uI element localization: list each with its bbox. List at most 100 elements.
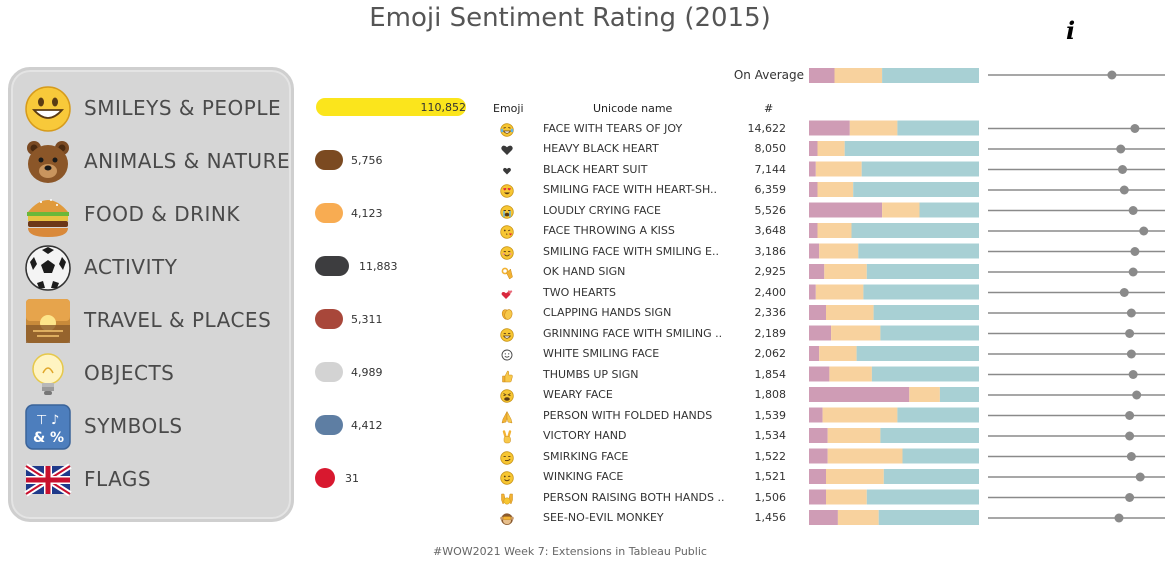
row-positive-segment: [880, 325, 979, 341]
row-positive-segment: [858, 243, 979, 259]
row-positive-segment: [883, 469, 979, 484]
count-bubble[interactable]: [315, 256, 349, 276]
row-positive-segment: [880, 428, 979, 443]
row-score-dot[interactable]: [1132, 390, 1142, 400]
row-negative-segment: [809, 202, 883, 218]
average-positive-segment: [882, 68, 979, 83]
emoji-count: 1,808: [754, 388, 787, 401]
table-row[interactable]: SMILING FACE WITH SMILING E.. 3,186: [488, 242, 1167, 262]
average-score-dot[interactable]: [1107, 70, 1117, 80]
row-score-dot[interactable]: [1125, 431, 1135, 441]
category-smileys-people[interactable]: SMILEYS & PEOPLE: [21, 84, 286, 134]
unicode-name: THUMBS UP SIGN: [543, 367, 639, 381]
row-score-dot[interactable]: [1126, 308, 1136, 318]
row-negative-segment: [809, 284, 816, 300]
row-score-dot[interactable]: [1135, 472, 1145, 482]
row-score-dot[interactable]: [1125, 411, 1135, 420]
table-row[interactable]: VICTORY HAND 1,534: [488, 426, 1167, 446]
category-activity[interactable]: ACTIVITY: [21, 243, 286, 293]
row-score-dot[interactable]: [1130, 247, 1140, 256]
black-heart-suit-icon: [500, 163, 514, 177]
table-row[interactable]: SMILING FACE WITH HEART-SH.. 6,359: [488, 180, 1167, 200]
emoji-count: 1,521: [754, 470, 787, 483]
winking-face-icon: [500, 470, 514, 485]
table-row[interactable]: FACE WITH TEARS OF JOY 14,622: [488, 119, 1167, 139]
emoji-count: 2,062: [754, 347, 787, 360]
emoji-count: 1,522: [754, 449, 787, 463]
svg-text:&: &: [33, 430, 45, 446]
table-row[interactable]: PERSON RAISING BOTH HANDS .. 1,506: [488, 488, 1167, 508]
row-score-dot[interactable]: [1125, 493, 1135, 502]
count-bubble[interactable]: [315, 309, 343, 329]
row-neutral-segment: [819, 243, 859, 259]
row-score-dot[interactable]: [1128, 206, 1138, 215]
unicode-name: FACE WITH TEARS OF JOY: [543, 121, 683, 135]
count-bar-label: 110,852: [421, 101, 467, 114]
count-bubble-label: 4,123: [351, 207, 383, 220]
table-row[interactable]: WHITE SMILING FACE 2,062: [488, 344, 1167, 364]
row-neutral-segment: [824, 264, 867, 279]
table-row[interactable]: WINKING FACE 1,521: [488, 467, 1167, 487]
category-animals-nature[interactable]: ANIMALS & NATURE: [21, 137, 290, 187]
table-row[interactable]: SEE-NO-EVIL MONKEY 1,456: [488, 508, 1167, 528]
row-score-dot[interactable]: [1126, 452, 1136, 461]
info-icon[interactable]: i: [1066, 16, 1076, 45]
bear-face-icon: [27, 141, 69, 183]
category-flags[interactable]: FLAGS: [21, 455, 286, 505]
table-row[interactable]: CLAPPING HANDS SIGN 2,336: [488, 303, 1167, 323]
row-score-dot[interactable]: [1128, 267, 1138, 277]
emoji-count: 8,050: [754, 142, 787, 155]
category-food-drink[interactable]: FOOD & DRINK: [21, 190, 286, 240]
folded-hands-icon: [500, 409, 514, 423]
table-row[interactable]: PERSON WITH FOLDED HANDS 1,539: [488, 406, 1167, 426]
unicode-name: FACE THROWING A KISS: [543, 224, 675, 237]
table-row[interactable]: LOUDLY CRYING FACE 5,526: [488, 201, 1167, 221]
table-row[interactable]: TWO HEARTS 2,400: [488, 283, 1167, 303]
count-bubble[interactable]: [315, 468, 335, 488]
row-positive-segment: [844, 141, 979, 156]
row-negative-segment: [809, 346, 820, 361]
emoji-count: 1,534: [754, 429, 787, 442]
table-row[interactable]: WEARY FACE 1,808: [488, 385, 1167, 405]
count-bubble[interactable]: [315, 203, 343, 223]
row-score-dot[interactable]: [1118, 165, 1128, 174]
emoji-count: 5,526: [754, 203, 787, 217]
row-positive-segment: [866, 489, 979, 505]
unicode-name: LOUDLY CRYING FACE: [543, 203, 661, 217]
row-score-dot[interactable]: [1114, 513, 1124, 523]
table-row[interactable]: BLACK HEART SUIT 7,144: [488, 160, 1167, 180]
row-score-dot[interactable]: [1125, 329, 1135, 338]
category-travel-places[interactable]: TRAVEL & PLACES: [21, 296, 286, 346]
row-score-dot[interactable]: [1119, 185, 1129, 195]
count-bubble[interactable]: [315, 415, 343, 435]
row-score-dot[interactable]: [1139, 226, 1149, 236]
category-objects[interactable]: OBJECTS: [21, 349, 286, 399]
category-label: FLAGS: [84, 467, 152, 491]
emoji-count: 2,336: [754, 306, 787, 319]
row-score-dot[interactable]: [1116, 144, 1126, 154]
count-bubble[interactable]: [315, 362, 343, 382]
row-score-dot[interactable]: [1119, 288, 1129, 297]
emoji-count: 3,186: [754, 244, 787, 258]
row-positive-segment: [873, 305, 979, 320]
footer-note: #WOW2021 Week 7: Extensions in Tableau P…: [433, 545, 707, 558]
column-header-count: #: [764, 102, 774, 115]
table-row[interactable]: THUMBS UP SIGN 1,854: [488, 365, 1167, 385]
unicode-name: WEARY FACE: [543, 388, 613, 401]
row-positive-segment: [897, 120, 979, 136]
table-row[interactable]: GRINNING FACE WITH SMILING .. 2,189: [488, 324, 1167, 344]
row-score-dot[interactable]: [1126, 349, 1136, 359]
unicode-name: SEE-NO-EVIL MONKEY: [543, 511, 664, 524]
category-symbols[interactable]: ⊤ ♪ & % SYMBOLS: [21, 402, 286, 452]
count-bar[interactable]: [316, 98, 466, 116]
count-bubble[interactable]: [315, 150, 343, 170]
row-score-dot[interactable]: [1130, 124, 1140, 133]
row-negative-segment: [809, 120, 850, 136]
table-row[interactable]: FACE THROWING A KISS 3,648: [488, 221, 1167, 241]
row-positive-segment: [851, 223, 979, 238]
row-score-dot[interactable]: [1128, 370, 1138, 379]
table-row[interactable]: SMIRKING FACE 1,522: [488, 447, 1167, 467]
table-row[interactable]: HEAVY BLACK HEART 8,050: [488, 139, 1167, 159]
table-row[interactable]: OK HAND SIGN 2,925: [488, 262, 1167, 282]
